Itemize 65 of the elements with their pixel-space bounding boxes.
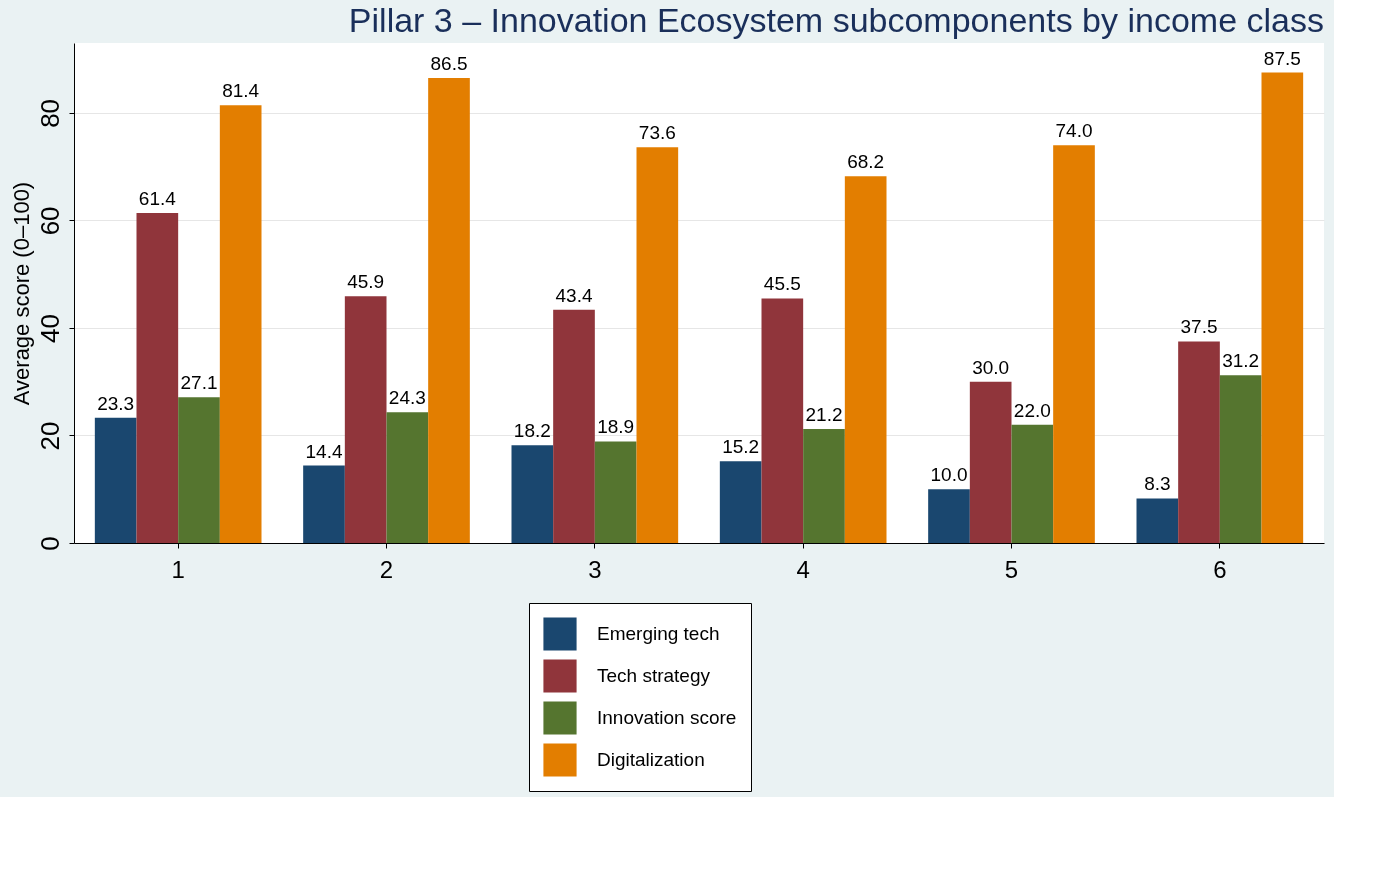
data-label: 81.4 bbox=[222, 80, 260, 102]
data-label: 24.3 bbox=[388, 387, 426, 409]
data-label: 37.5 bbox=[1180, 316, 1218, 338]
x-tick-label: 6 bbox=[1213, 555, 1227, 583]
bar bbox=[803, 429, 845, 543]
x-tick-label: 3 bbox=[588, 555, 602, 583]
data-label: 22.0 bbox=[1013, 399, 1051, 421]
data-label: 74.0 bbox=[1055, 120, 1093, 142]
data-label: 86.5 bbox=[430, 52, 468, 74]
data-label: 31.2 bbox=[1222, 350, 1260, 372]
data-label: 30.0 bbox=[972, 356, 1010, 378]
data-label: 14.4 bbox=[305, 440, 343, 462]
bar bbox=[303, 465, 345, 543]
bar bbox=[969, 381, 1012, 543]
data-label: 73.6 bbox=[638, 122, 676, 144]
x-tick-label: 4 bbox=[796, 555, 810, 583]
data-label: 21.2 bbox=[805, 404, 843, 426]
data-label: 45.5 bbox=[763, 273, 801, 295]
bar bbox=[386, 412, 429, 543]
y-axis-title: Average score (0–100) bbox=[8, 181, 34, 406]
data-label: 68.2 bbox=[847, 151, 885, 173]
data-label: 10.0 bbox=[930, 464, 968, 486]
data-label: 43.4 bbox=[555, 284, 593, 306]
x-tick-label: 1 bbox=[171, 555, 185, 583]
bar bbox=[94, 417, 137, 543]
bar bbox=[1053, 145, 1095, 543]
bar bbox=[636, 147, 679, 543]
bar bbox=[136, 212, 179, 543]
bar bbox=[344, 296, 387, 543]
bar bbox=[1011, 424, 1054, 543]
bar bbox=[844, 176, 887, 543]
bar bbox=[553, 309, 595, 543]
bar bbox=[1261, 72, 1304, 543]
bar bbox=[428, 77, 470, 543]
bar bbox=[219, 105, 262, 543]
data-label: 15.2 bbox=[722, 436, 760, 458]
x-tick-label: 2 bbox=[379, 555, 394, 583]
data-label: 8.3 bbox=[1144, 473, 1171, 495]
legend-label: Innovation score bbox=[597, 707, 737, 728]
bar bbox=[719, 461, 762, 543]
data-label: 61.4 bbox=[138, 187, 177, 209]
bar bbox=[761, 298, 804, 543]
legend-label: Emerging tech bbox=[597, 623, 720, 644]
y-tick-label: 20 bbox=[34, 421, 65, 451]
data-label: 18.9 bbox=[597, 416, 635, 438]
data-label: 23.3 bbox=[97, 392, 135, 414]
data-label: 27.1 bbox=[180, 372, 218, 394]
y-tick-label: 40 bbox=[34, 313, 65, 343]
data-label: 45.9 bbox=[347, 271, 385, 293]
y-tick-label: 80 bbox=[34, 98, 65, 128]
bar bbox=[594, 441, 637, 543]
bar bbox=[1136, 498, 1179, 543]
data-label: 18.2 bbox=[513, 420, 551, 442]
bar bbox=[511, 445, 554, 543]
chart-title: Pillar 3 – Innovation Ecosystem subcomponents by income class bbox=[348, 1, 1324, 39]
x-tick-label: 5 bbox=[1004, 555, 1019, 583]
bar bbox=[178, 397, 220, 543]
y-tick-label: 0 bbox=[34, 536, 65, 551]
legend-label: Digitalization bbox=[597, 749, 705, 770]
bar bbox=[928, 489, 970, 543]
bar bbox=[1178, 341, 1220, 543]
legend-label: Tech strategy bbox=[597, 665, 711, 686]
data-label: 87.5 bbox=[1263, 47, 1301, 69]
y-tick-label: 60 bbox=[34, 206, 65, 236]
bar bbox=[1219, 375, 1262, 543]
